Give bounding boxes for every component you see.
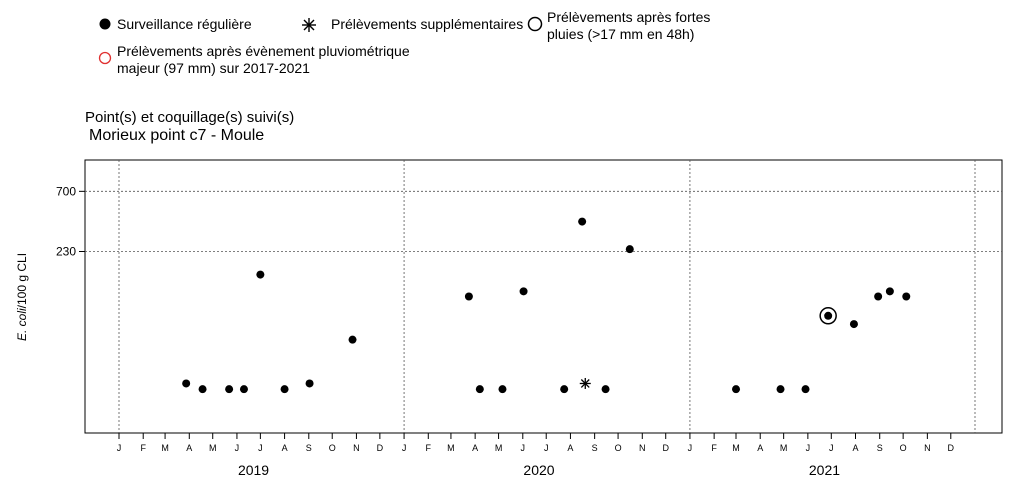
regular-point <box>348 335 357 344</box>
month-label: J <box>402 443 407 453</box>
month-label: N <box>639 443 646 453</box>
regular-point <box>776 385 785 394</box>
regular-point <box>902 292 911 301</box>
month-label: A <box>757 443 763 453</box>
legend-label-regular: Surveillance régulière <box>117 16 252 32</box>
month-label: J <box>521 443 526 453</box>
regular-point <box>256 270 265 279</box>
regular-point <box>874 292 883 301</box>
supplementary-point <box>579 377 591 389</box>
y-axis: 700 230 <box>56 184 85 258</box>
month-label: D <box>377 443 384 453</box>
grid <box>85 160 1002 433</box>
month-label: A <box>472 443 478 453</box>
month-label: N <box>353 443 360 453</box>
month-label: O <box>900 443 907 453</box>
regular-point <box>519 287 528 296</box>
y-axis-label-italic: E. coli <box>15 308 29 341</box>
legend: Surveillance régulière Prélèvements supp… <box>98 9 710 76</box>
regular-point <box>601 385 610 394</box>
data-points <box>182 217 911 394</box>
month-label: F <box>426 443 432 453</box>
month-label: N <box>924 443 931 453</box>
regular-point <box>498 385 507 394</box>
month-label: D <box>948 443 955 453</box>
month-label: A <box>567 443 573 453</box>
month-label: M <box>209 443 217 453</box>
month-label: J <box>117 443 122 453</box>
month-label: M <box>495 443 503 453</box>
month-label: M <box>732 443 740 453</box>
legend-label-major-rain-line1: Prélèvements après évènement pluviométri… <box>117 43 410 59</box>
legend-label-major-rain-line2: majeur (97 mm) sur 2017-2021 <box>117 60 310 76</box>
legend-marker-supplementary <box>302 18 316 32</box>
x-axis: J F M A M J J A S O N D 2019 J F M A M J J A S O N D 2020 J F M A M J J A… <box>117 433 955 478</box>
year-label: 2019 <box>238 462 269 478</box>
year-label: 2021 <box>809 462 840 478</box>
regular-point <box>625 245 634 254</box>
y-axis-label: E. coli/100 g CLI <box>15 253 29 341</box>
month-label: A <box>282 443 288 453</box>
legend-marker-major-rain <box>98 51 112 65</box>
legend-marker-after-rain <box>527 16 543 32</box>
regular-point <box>885 287 894 296</box>
month-label: F <box>140 443 146 453</box>
regular-point <box>198 385 207 394</box>
plot-frame <box>84 159 1003 434</box>
legend-marker-regular <box>99 18 111 30</box>
month-label: M <box>447 443 455 453</box>
regular-point <box>239 385 248 394</box>
month-label: J <box>688 443 693 453</box>
month-label: M <box>780 443 788 453</box>
regular-point <box>475 385 484 394</box>
month-label: D <box>662 443 669 453</box>
subtitle-line2: Morieux point c7 - Moule <box>89 127 264 144</box>
month-label: J <box>258 443 263 453</box>
month-label: S <box>306 443 312 453</box>
month-label: A <box>852 443 858 453</box>
y-axis-label-rest: /100 g CLI <box>15 253 29 308</box>
year-label: 2020 <box>523 462 554 478</box>
month-label: O <box>615 443 622 453</box>
month-label: J <box>829 443 834 453</box>
subtitle-line1: Point(s) et coquillage(s) suivi(s) <box>85 109 294 126</box>
regular-point <box>280 385 289 394</box>
y-tick-label: 700 <box>56 184 76 198</box>
regular-point <box>305 379 314 388</box>
regular-point <box>824 311 833 320</box>
month-label: O <box>329 443 336 453</box>
regular-point <box>182 379 191 388</box>
month-label: S <box>592 443 598 453</box>
regular-point <box>801 385 810 394</box>
month-label: M <box>161 443 169 453</box>
regular-point <box>849 320 858 329</box>
legend-label-supplementary: Prélèvements supplémentaires <box>331 16 523 32</box>
legend-label-after-rain-line1: Prélèvements après fortes <box>547 9 710 25</box>
month-label: J <box>806 443 811 453</box>
legend-label-after-rain-line2: pluies (>17 mm en 48h) <box>547 26 694 42</box>
month-label: J <box>235 443 240 453</box>
regular-point <box>225 385 234 394</box>
month-label: A <box>186 443 192 453</box>
month-label: J <box>544 443 549 453</box>
regular-point <box>578 217 587 226</box>
month-label: F <box>711 443 717 453</box>
after-rain-point <box>819 307 837 325</box>
asterisk-stroke <box>580 379 590 388</box>
y-tick-label: 230 <box>56 244 76 258</box>
regular-point <box>560 385 569 394</box>
regular-point <box>464 292 473 301</box>
regular-point <box>732 385 741 394</box>
month-label: S <box>877 443 883 453</box>
